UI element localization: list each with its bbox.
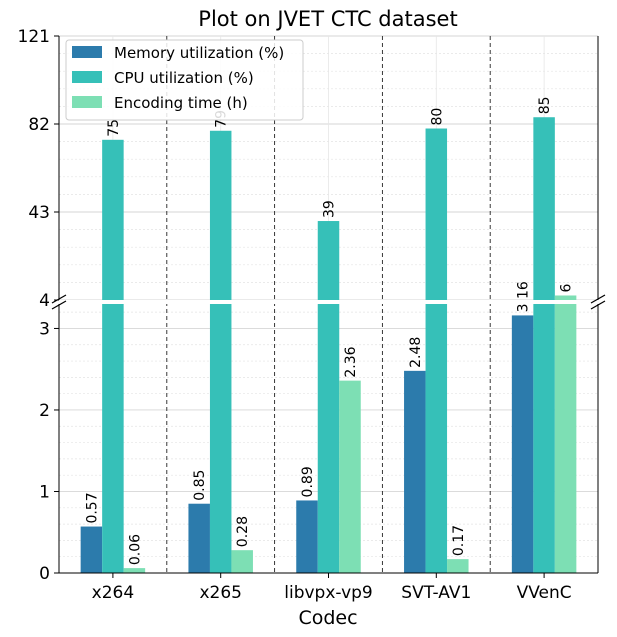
legend: Memory utilization (%) CPU utilization (%… — [65, 39, 304, 121]
axis-break-gap — [51, 300, 606, 304]
y-tick-label: 0 — [39, 564, 50, 584]
y-tick-label: 1 — [39, 482, 50, 502]
data-label: 6 — [559, 283, 575, 292]
bar — [425, 304, 448, 573]
data-label: 0.57 — [84, 492, 100, 523]
bar — [425, 128, 448, 300]
bar — [404, 370, 426, 573]
y-tick-label: 2 — [39, 401, 50, 421]
data-label: 39 — [322, 200, 338, 218]
bar — [102, 304, 124, 573]
data-label: 2.48 — [408, 337, 424, 368]
legend-box — [65, 39, 304, 121]
legend-swatch — [72, 46, 102, 58]
y-tick-label: 121 — [18, 27, 50, 47]
bar — [102, 139, 124, 300]
break-mark — [51, 294, 67, 304]
bar — [554, 304, 577, 573]
bar — [339, 380, 361, 573]
bar — [123, 568, 146, 573]
break-mark — [590, 294, 606, 304]
bars: 0.570.850.892.483.1675793980850.060.282.… — [80, 96, 577, 573]
y-tick-label: 4 — [39, 291, 50, 311]
break-mark — [590, 300, 606, 310]
x-tick-label: x265 — [199, 583, 242, 603]
break-mark — [51, 300, 67, 310]
x-tick-label: SVT-AV1 — [401, 583, 471, 603]
data-label: 75 — [106, 119, 122, 137]
data-label: 0.28 — [235, 516, 251, 547]
bar — [317, 304, 340, 573]
bar — [231, 550, 253, 573]
bar — [447, 559, 469, 573]
bar — [188, 503, 210, 573]
x-tick-label: VVenC — [517, 583, 572, 603]
bar — [533, 117, 555, 300]
y-tick-label: 82 — [28, 115, 50, 135]
data-label: 3.16 — [516, 281, 532, 312]
bar — [296, 500, 318, 573]
data-label: 85 — [537, 96, 553, 114]
bar — [209, 304, 232, 573]
data-label: 0.85 — [192, 470, 208, 501]
bar — [533, 304, 555, 573]
legend-swatch — [72, 96, 102, 108]
x-axis-label: Codec — [298, 607, 357, 629]
y-tick-label: 3 — [39, 319, 50, 339]
bar — [554, 295, 577, 300]
bar — [80, 526, 103, 573]
data-label: 0.89 — [300, 466, 316, 497]
chart-title: Plot on JVET CTC dataset — [198, 7, 457, 31]
bar — [511, 315, 534, 573]
y-tick-label: 43 — [28, 203, 50, 223]
data-label: 80 — [429, 108, 445, 126]
legend-swatch — [72, 71, 102, 83]
bar — [209, 130, 232, 300]
x-tick-label: x264 — [92, 583, 135, 603]
legend-label: CPU utilization (%) — [114, 69, 254, 87]
bar — [317, 221, 340, 300]
legend-label: Encoding time (h) — [114, 94, 248, 112]
legend-label: Memory utilization (%) — [114, 44, 284, 62]
data-label: 0.17 — [451, 525, 467, 556]
axes: 0 1 2 3 4 43 82 121 x264 x265 libvpx-vp9 SVT-AV1 VVe… — [18, 27, 606, 603]
x-tick-label: libvpx-vp9 — [284, 583, 373, 603]
data-label: 0.06 — [127, 534, 143, 565]
data-label: 2.36 — [343, 346, 359, 377]
